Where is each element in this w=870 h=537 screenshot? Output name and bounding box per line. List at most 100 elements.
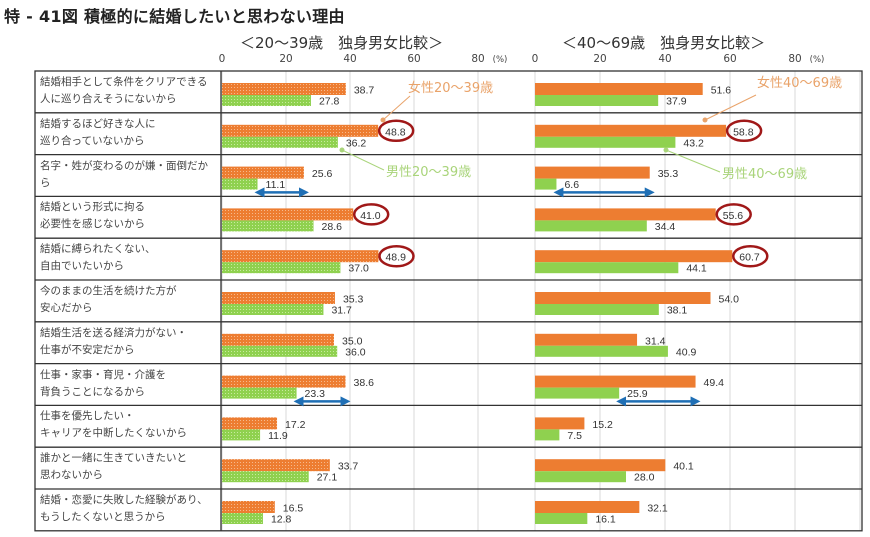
category-label-line: 仕事が不安定だから (40, 343, 135, 356)
category-label-line: もうしたくないと思うから (40, 510, 166, 523)
bar-male (535, 178, 557, 190)
value-label-male: 44.1 (686, 263, 707, 275)
axis-tick-label: 40 (658, 53, 671, 65)
value-label-male: 11.1 (266, 179, 286, 191)
category-label-line: 結婚に縛られたくない、 (40, 243, 156, 256)
category-label-line: 必要性を感じないから (40, 218, 145, 231)
value-label-male: 27.1 (317, 472, 338, 484)
value-label-male: 25.9 (627, 388, 648, 400)
category-label-line: 思わないから (40, 469, 103, 482)
value-label-male: 36.2 (346, 137, 367, 149)
category-label-line: 仕事を優先したい・ (40, 410, 135, 423)
bar-female (222, 417, 278, 430)
bar-male (222, 95, 311, 106)
category-label-line: 誰かと一緒に生きていきたいと (40, 452, 187, 465)
bar-male (222, 429, 261, 441)
callout-leader-line (341, 149, 385, 171)
highlight-ring (352, 203, 390, 226)
bar-female (535, 292, 711, 304)
callout-arrowhead (663, 147, 669, 153)
bar-male (535, 345, 668, 357)
category-label: 今のままの生活を続けた方が 安心だから (35, 280, 221, 322)
value-label-female: 38.6 (354, 377, 375, 389)
axis-tick-label: 80 (471, 53, 484, 65)
category-label-line: 結婚相手として条件をクリアできる (40, 76, 208, 88)
bar-female (535, 124, 727, 137)
value-label-female: 15.2 (592, 419, 613, 431)
bar-male (535, 429, 560, 441)
bar-female (535, 208, 716, 221)
callout-leader-line (665, 149, 721, 173)
value-label-female: 35.3 (658, 168, 679, 180)
category-label: 結婚相手として条件をクリアできる 人に巡り合えそうにないから (35, 71, 221, 113)
axis-tick-label: 20 (593, 53, 606, 65)
bar-male (535, 387, 620, 399)
value-label-female: 25.6 (312, 168, 333, 180)
panel-title-20-39: ＜20～39歳 独身男女比較＞ (240, 34, 444, 52)
category-label: 結婚・恋愛に失敗した経験があり、 もうしたくないと思うから (35, 489, 221, 531)
value-label-male: 7.5 (567, 430, 582, 442)
bar-male (222, 220, 314, 232)
category-label: 仕事を優先したい・ キャリアを中断したくないから (35, 405, 221, 447)
legend-callout-male: 男性20～39歳 (386, 165, 471, 180)
category-label: 仕事・家事・育児・介護を 背負うことになるから (35, 364, 221, 406)
category-label: 誰かと一緒に生きていきたいと 思わないから (35, 447, 221, 489)
category-label-line: 結婚という形式に拘る (40, 201, 145, 214)
bar-female (222, 208, 354, 221)
bar-female (222, 501, 275, 513)
bar-female (535, 459, 666, 472)
category-label: 名字・姓が変わるのが嫌・面倒だから (35, 155, 221, 197)
bar-male (222, 262, 341, 274)
bar-male (535, 136, 676, 148)
value-label-male: 37.9 (666, 96, 687, 108)
bar-male (535, 220, 647, 232)
category-label: 結婚するほど好きな人に 巡り合っていないから (35, 113, 221, 155)
category-label-line: 結婚生活を送る経済力がない・ (40, 326, 187, 339)
category-label-line: 安心だから (40, 301, 93, 314)
category-label-line: 仕事・家事・育児・介護を (40, 368, 166, 381)
bar-female (222, 375, 346, 388)
value-label-female: 35.3 (343, 294, 364, 306)
category-label-line: 人に巡り合えそうにないから (40, 93, 177, 105)
axis-tick-label: 0 (219, 53, 226, 65)
value-label-female: 41.0 (360, 210, 381, 222)
highlight-ring (378, 244, 415, 268)
value-label-female: 54.0 (719, 294, 740, 306)
bar-female (535, 501, 640, 513)
value-label-female: 16.5 (283, 503, 304, 515)
category-label-line: 巡り合っていないから (40, 134, 145, 147)
bar-female (535, 417, 585, 430)
value-label-female: 38.7 (354, 85, 375, 97)
value-label-male: 6.6 (564, 179, 579, 191)
value-label-male: 28.6 (322, 221, 343, 233)
value-label-male: 12.8 (271, 514, 292, 526)
bar-male (222, 471, 309, 483)
bar-female (222, 333, 334, 346)
value-label-female: 51.6 (711, 85, 732, 97)
legend-callout-female: 女性40～69歳 (757, 75, 842, 91)
highlight-ring (725, 119, 763, 143)
legend-callout-male: 男性40～69歳 (722, 167, 807, 182)
legend-callout-female: 女性20～39歳 (408, 80, 493, 96)
value-label-male: 40.9 (676, 346, 697, 358)
bar-male (222, 387, 297, 399)
bar-female (222, 250, 379, 263)
bar-male (535, 471, 626, 483)
value-label-male: 31.7 (331, 305, 352, 317)
value-label-female: 35.0 (342, 335, 363, 347)
bar-male (222, 136, 338, 148)
bar-male (222, 178, 258, 190)
bar-male (535, 513, 588, 524)
table-border (34, 70, 863, 532)
highlight-ring (715, 203, 752, 226)
bar-male (222, 304, 324, 315)
value-label-male: 38.1 (667, 305, 688, 317)
category-label: 結婚生活を送る経済力がない・ 仕事が不安定だから (35, 322, 221, 364)
bar-female (535, 83, 703, 95)
bar-female (535, 333, 638, 346)
value-label-female: 60.7 (739, 252, 760, 264)
category-label-line: 今のままの生活を続けた方が (40, 284, 177, 297)
value-label-female: 31.4 (645, 335, 666, 347)
value-label-female: 49.4 (704, 377, 725, 389)
